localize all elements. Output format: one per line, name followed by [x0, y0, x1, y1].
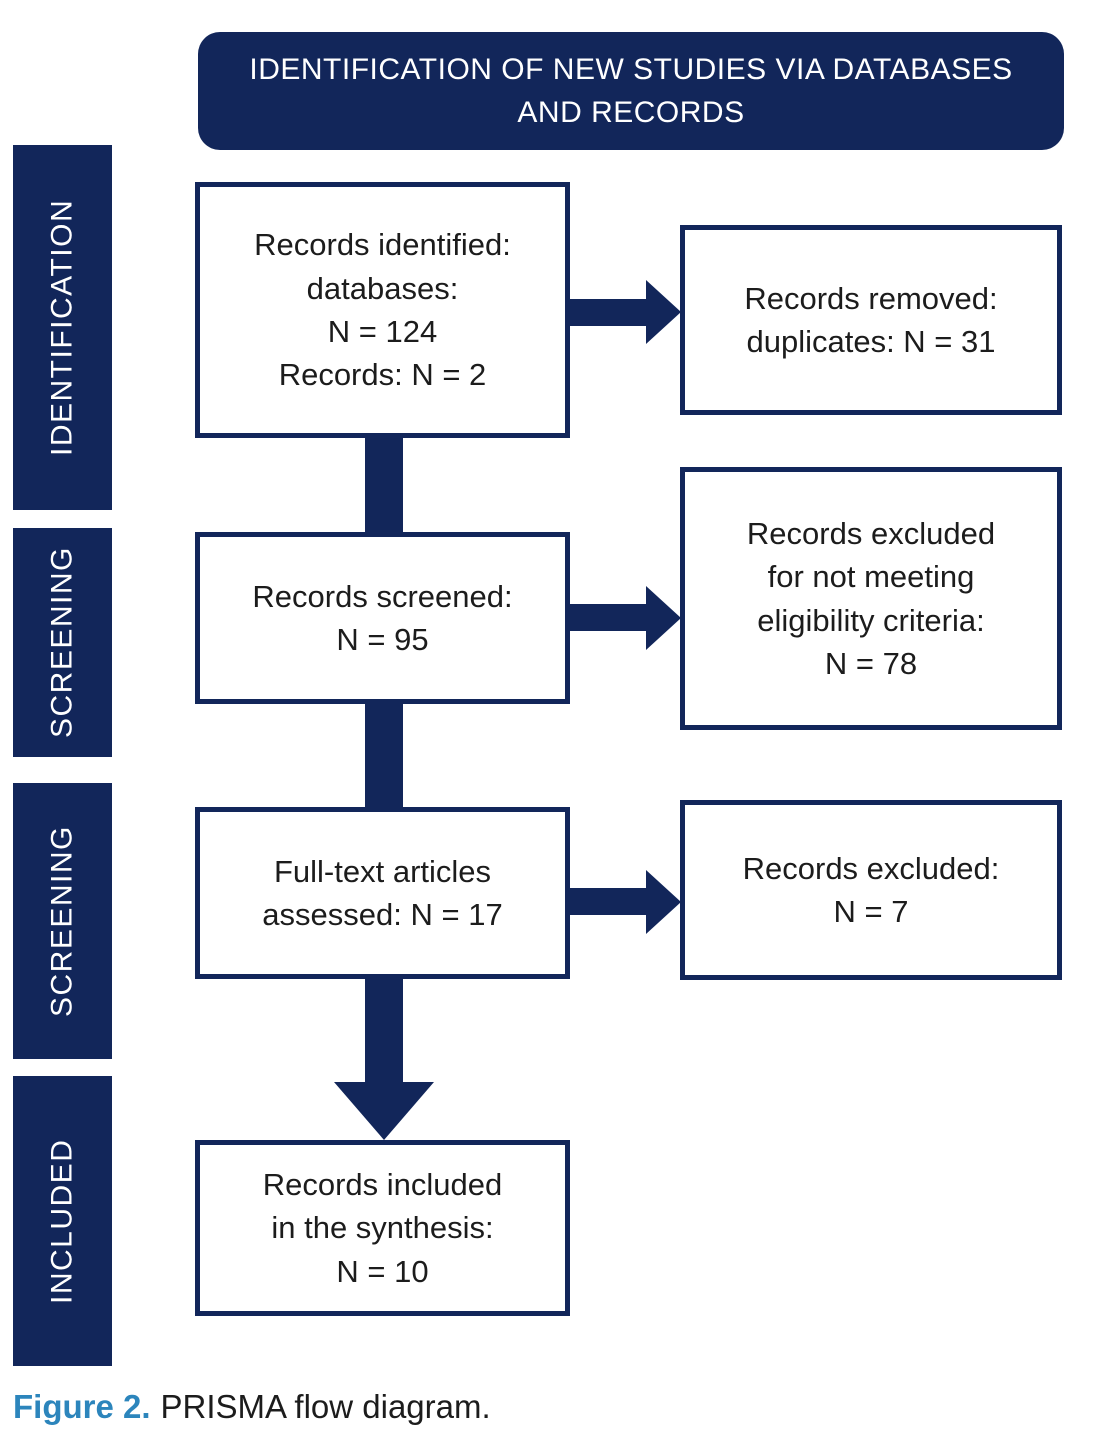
arrow-shaft-fulltext-to-excluded	[568, 888, 646, 915]
stage-label-screening-2: SCREENING	[13, 783, 112, 1059]
stage-label-identification: IDENTIFICATION	[13, 145, 112, 510]
right-arrow-head-icon	[646, 586, 681, 650]
right-arrow-head-icon	[646, 280, 681, 344]
down-arrow-shaft-fulltext-to-included	[365, 976, 403, 1084]
flow-box-records-excluded: Records excluded: N = 7	[680, 800, 1062, 980]
connector-identified-to-screened	[365, 435, 403, 535]
flow-box-fulltext-assessed: Full-text articles assessed: N = 17	[195, 807, 570, 979]
diagram-title-banner: IDENTIFICATION OF NEW STUDIES VIA DATABA…	[198, 32, 1064, 150]
figure-caption-label: Figure 2.	[13, 1388, 151, 1425]
arrow-shaft-screened-to-excluded	[568, 604, 646, 631]
flow-box-records-included: Records included in the synthesis: N = 1…	[195, 1140, 570, 1316]
stage-label-included: INCLUDED	[13, 1076, 112, 1366]
stage-label-screening-1: SCREENING	[13, 528, 112, 757]
figure-caption: Figure 2. PRISMA flow diagram.	[13, 1388, 491, 1426]
arrow-shaft-identified-to-removed	[568, 299, 646, 326]
flow-box-records-identified: Records identified: databases: N = 124 R…	[195, 182, 570, 438]
right-arrow-head-icon	[646, 870, 681, 934]
flow-box-records-screened: Records screened: N = 95	[195, 532, 570, 704]
flow-box-records-removed-duplicates: Records removed: duplicates: N = 31	[680, 225, 1062, 415]
down-arrow-head-icon	[334, 1082, 434, 1140]
figure-caption-text: PRISMA flow diagram.	[160, 1388, 491, 1425]
connector-screened-to-fulltext	[365, 701, 403, 811]
flow-box-records-excluded-eligibility: Records excluded for not meeting eligibi…	[680, 467, 1062, 730]
